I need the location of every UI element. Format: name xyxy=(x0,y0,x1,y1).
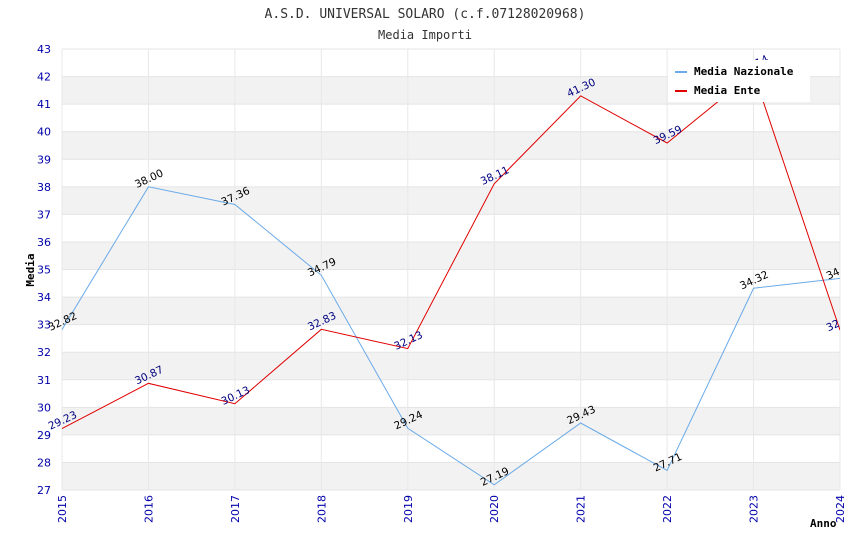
series-line-0 xyxy=(61,186,840,486)
x-tick-label: 2021 xyxy=(575,495,588,523)
grid-band xyxy=(62,297,840,325)
y-tick-label: 27 xyxy=(37,484,51,497)
grid-band xyxy=(62,352,840,380)
legend: Media Nazionale Media Ente xyxy=(668,60,810,102)
grid-band xyxy=(62,104,840,132)
legend-entry: Media Ente xyxy=(694,84,761,97)
y-axis-ticks: 27 28 29 30 31 32 33 34 35 36 37 38 39 40 41 42 43 xyxy=(37,43,51,497)
y-tick-label: 33 xyxy=(37,319,51,332)
legend-entry: Media Nazionale xyxy=(694,65,794,78)
legend-background xyxy=(668,60,810,102)
x-tick-label: 2019 xyxy=(402,495,415,523)
x-tick-label: 2018 xyxy=(315,495,328,523)
grid-band xyxy=(62,214,840,242)
series-lines xyxy=(61,71,840,486)
grid-band xyxy=(62,407,840,435)
x-tick-label: 2016 xyxy=(142,495,155,523)
grid-band xyxy=(62,241,840,270)
y-tick-label: 30 xyxy=(37,401,51,414)
grid-band xyxy=(62,159,840,187)
grid-band xyxy=(62,434,840,463)
chart-title: A.S.D. UNIVERSAL SOLARO (c.f.07128020968… xyxy=(265,7,586,22)
x-axis-ticks: 2015 2016 2017 2018 2019 2020 2021 2022 2023 2024 xyxy=(56,495,847,523)
series-line-1 xyxy=(61,71,840,429)
y-tick-label: 38 xyxy=(37,181,51,194)
x-tick-label: 2024 xyxy=(834,495,847,523)
y-tick-label: 35 xyxy=(37,264,51,277)
y-tick-label: 40 xyxy=(37,126,51,139)
x-tick-label: 2020 xyxy=(488,495,501,523)
x-tick-label: 2022 xyxy=(661,495,674,523)
y-tick-label: 28 xyxy=(37,456,51,469)
y-tick-label: 32 xyxy=(37,346,51,359)
y-tick-label: 34 xyxy=(37,291,51,304)
y-tick-label: 39 xyxy=(37,153,51,166)
y-axis-label: Media xyxy=(24,253,37,286)
grid-band xyxy=(62,324,840,353)
x-tick-label: 2023 xyxy=(748,495,761,523)
y-tick-label: 43 xyxy=(37,43,51,56)
x-tick-label: 2017 xyxy=(229,495,242,523)
chart-subtitle: Media Importi xyxy=(378,28,472,42)
grid-band xyxy=(62,462,840,490)
grid-bands xyxy=(61,48,841,491)
y-tick-label: 41 xyxy=(37,98,51,111)
grid-band xyxy=(62,269,840,298)
y-tick-label: 29 xyxy=(37,429,51,442)
y-tick-label: 42 xyxy=(37,71,51,84)
y-tick-label: 36 xyxy=(37,236,51,249)
x-axis-label: Anno xyxy=(810,517,837,530)
y-tick-label: 31 xyxy=(37,374,51,387)
grid-band xyxy=(62,131,840,160)
x-tick-label: 2015 xyxy=(56,495,69,523)
y-tick-label: 37 xyxy=(37,208,51,221)
grid-band xyxy=(62,379,840,408)
grid-band xyxy=(62,186,840,215)
